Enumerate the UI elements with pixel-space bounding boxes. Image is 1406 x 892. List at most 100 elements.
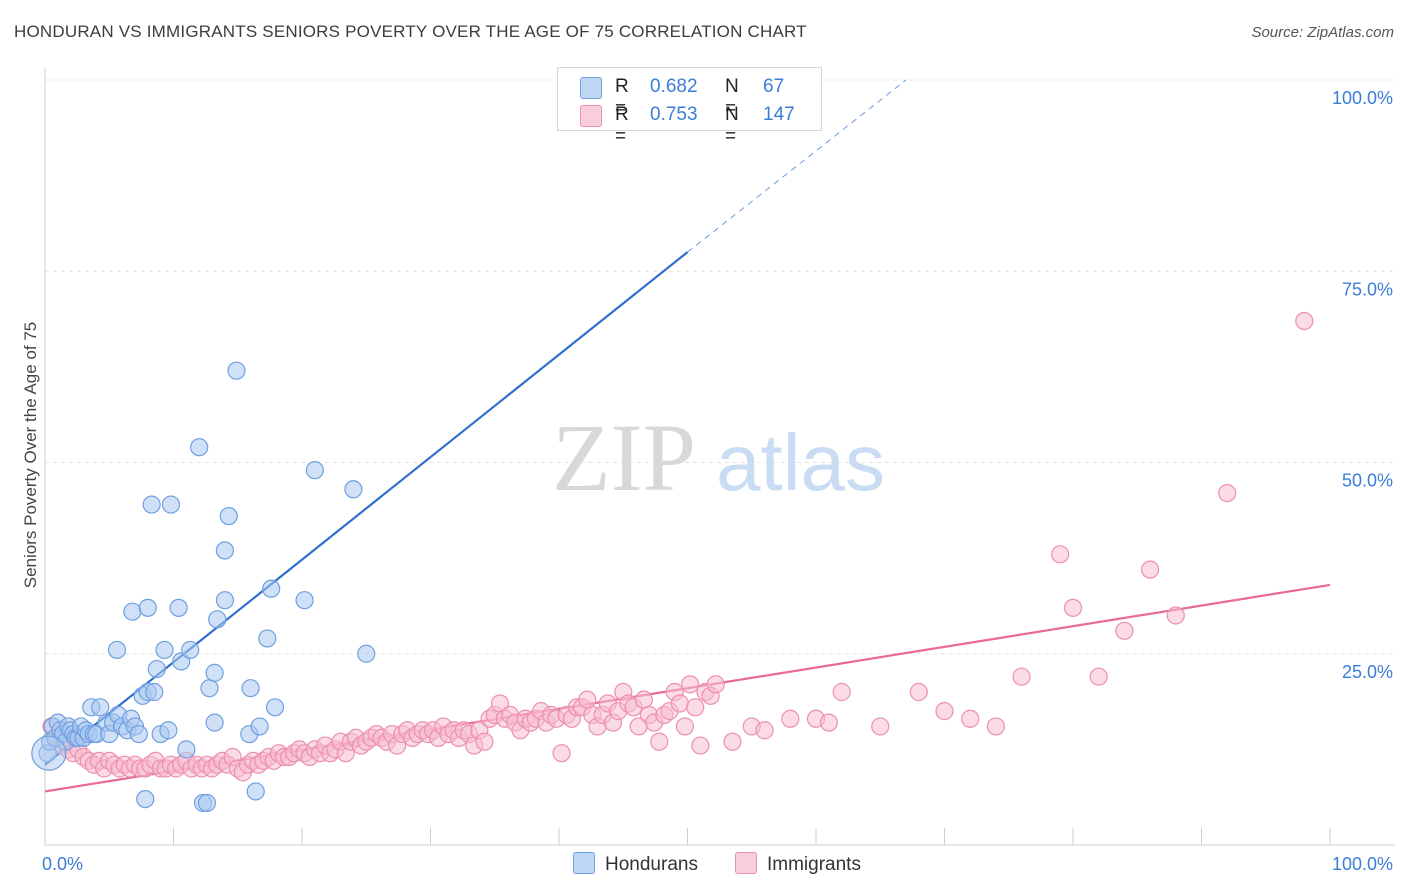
- immigrant-point: [819, 713, 838, 732]
- r-label: R =: [615, 104, 629, 147]
- immigrant-point: [1115, 621, 1134, 640]
- r-label: R =: [615, 76, 629, 119]
- n-value: 147: [763, 104, 795, 125]
- honduran-point: [200, 679, 219, 698]
- immigrant-point: [909, 682, 928, 702]
- immigrant-point: [1218, 484, 1237, 503]
- data-points: [31, 311, 1314, 813]
- immigrant-point: [691, 736, 710, 755]
- immigrant-point: [686, 698, 705, 717]
- honduran-point: [246, 782, 265, 801]
- immigrant-point: [650, 732, 669, 751]
- honduran-point: [129, 724, 148, 744]
- honduran-point: [265, 698, 285, 717]
- immigrant-point: [781, 709, 800, 728]
- immigrant-point: [961, 709, 980, 728]
- honduran-point: [205, 713, 224, 732]
- honduran-point: [155, 640, 174, 660]
- immigrant-point: [578, 690, 597, 709]
- honduran-point: [197, 793, 217, 813]
- hondurans-swatch: [580, 77, 602, 99]
- gridlines: [45, 79, 1395, 655]
- watermark-atlas: atlas: [716, 418, 885, 507]
- n-label: N =: [725, 104, 739, 147]
- honduran-point: [91, 698, 110, 717]
- honduran-point: [295, 591, 314, 610]
- r-value: 0.753: [650, 104, 698, 125]
- source-label: Source: ZipAtlas.com: [1251, 24, 1394, 41]
- legend-item-immigrants: Immigrants: [735, 852, 861, 876]
- tick-labels: 25.0% 50.0% 75.0% 100.0% 0.0% 100.0%: [42, 88, 1393, 874]
- immigrant-point: [832, 682, 851, 702]
- honduran-point: [219, 506, 238, 526]
- hondurans-legend-label: Hondurans: [605, 854, 698, 875]
- honduran-point: [262, 579, 281, 598]
- immigrant-point: [1063, 598, 1083, 617]
- honduran-point: [123, 602, 142, 621]
- honduran-point: [138, 598, 157, 617]
- immigrant-point: [552, 744, 571, 763]
- y-tick-label: 25.0%: [1342, 662, 1393, 682]
- honduran-point: [190, 438, 209, 457]
- honduran-point: [107, 640, 127, 660]
- x-axis: [44, 68, 1395, 846]
- honduran-point: [159, 721, 178, 740]
- honduran-point: [241, 679, 260, 698]
- correlation-legend: R = 0.682 N = 67 R = 0.753 N = 147: [557, 67, 822, 147]
- honduran-trend-extension: [687, 79, 907, 253]
- honduran-point: [258, 629, 277, 648]
- immigrant-point: [755, 721, 774, 740]
- honduran-trend-line: [44, 251, 689, 766]
- immigrant-point: [475, 732, 494, 751]
- honduran-point: [215, 591, 234, 610]
- watermark-zip: ZIP: [552, 404, 696, 511]
- immigrant-point: [670, 694, 689, 713]
- immigrant-point: [1295, 311, 1314, 331]
- immigrant-point: [680, 675, 700, 694]
- immigrants-legend-label: Immigrants: [767, 854, 861, 875]
- hondurans-legend-swatch: [573, 852, 595, 874]
- y-tick-label: 75.0%: [1342, 279, 1393, 299]
- y-tick-label: 50.0%: [1342, 471, 1393, 491]
- honduran-point: [169, 598, 188, 617]
- honduran-point: [344, 480, 363, 499]
- immigrant-point: [1012, 667, 1031, 686]
- r-value: 0.682: [650, 76, 698, 97]
- n-value: 67: [763, 76, 785, 97]
- x-tick-label-min: 0.0%: [42, 854, 83, 874]
- immigrant-point: [935, 702, 954, 721]
- immigrant-point: [986, 717, 1006, 736]
- immigrants-legend-swatch: [735, 852, 757, 874]
- honduran-point: [181, 640, 200, 660]
- honduran-point: [205, 663, 224, 682]
- honduran-point: [142, 495, 161, 514]
- honduran-point: [136, 789, 155, 809]
- immigrant-point: [1166, 606, 1185, 625]
- honduran-point: [250, 717, 269, 736]
- honduran-point: [215, 541, 234, 560]
- y-tick-label: 100.0%: [1332, 88, 1393, 108]
- honduran-point: [147, 659, 166, 679]
- honduran-point: [357, 644, 376, 663]
- legend-item-hondurans: Hondurans: [573, 852, 698, 876]
- chart-title: HONDURAN VS IMMIGRANTS SENIORS POVERTY O…: [14, 22, 807, 41]
- honduran-point: [208, 610, 227, 629]
- immigrant-point: [706, 675, 725, 694]
- honduran-cluster-point: [31, 735, 67, 771]
- immigrant-point: [675, 717, 695, 736]
- honduran-point: [227, 361, 246, 380]
- honduran-point: [177, 740, 196, 759]
- immigrant-point: [871, 717, 890, 736]
- immigrant-point: [1051, 545, 1070, 564]
- immigrant-point: [634, 690, 653, 709]
- immigrant-point: [1140, 560, 1160, 579]
- honduran-point: [305, 461, 324, 480]
- immigrants-swatch: [580, 105, 602, 127]
- x-tick-label-max: 100.0%: [1332, 854, 1393, 874]
- immigrant-point: [1089, 667, 1108, 686]
- honduran-point: [145, 682, 164, 702]
- honduran-point: [161, 495, 181, 514]
- immigrant-point: [723, 732, 742, 751]
- y-axis-label: Seniors Poverty Over the Age of 75: [21, 322, 40, 588]
